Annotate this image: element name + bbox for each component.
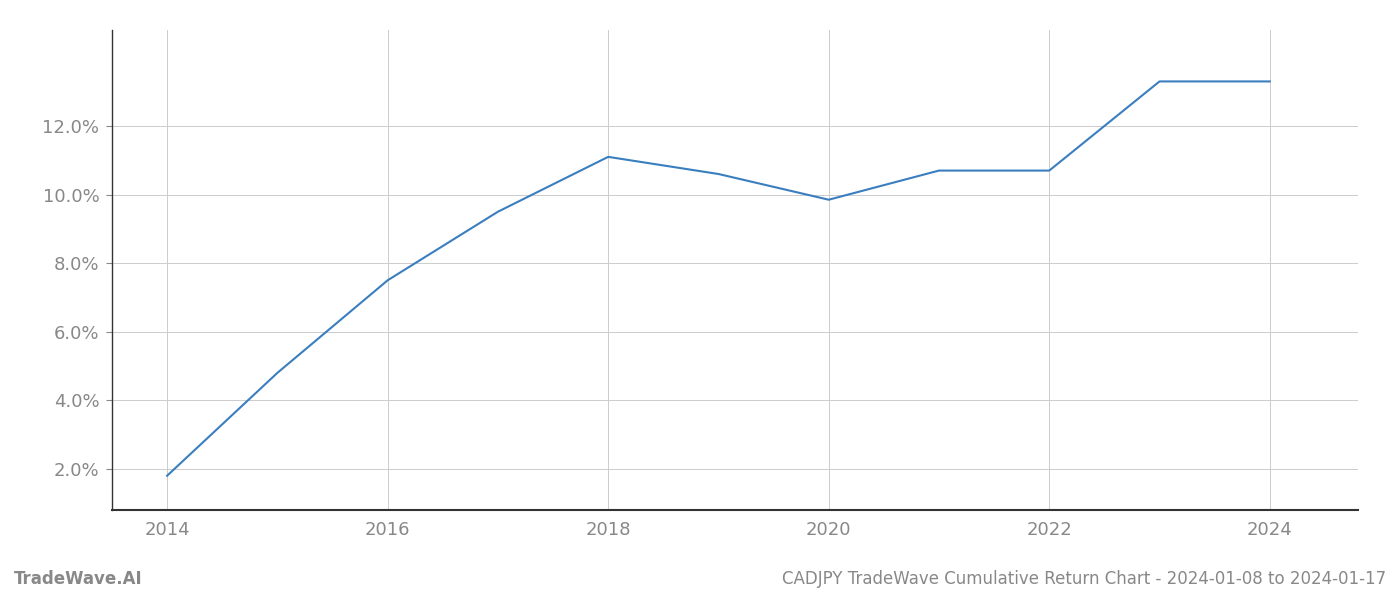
- Text: TradeWave.AI: TradeWave.AI: [14, 570, 143, 588]
- Text: CADJPY TradeWave Cumulative Return Chart - 2024-01-08 to 2024-01-17: CADJPY TradeWave Cumulative Return Chart…: [781, 570, 1386, 588]
